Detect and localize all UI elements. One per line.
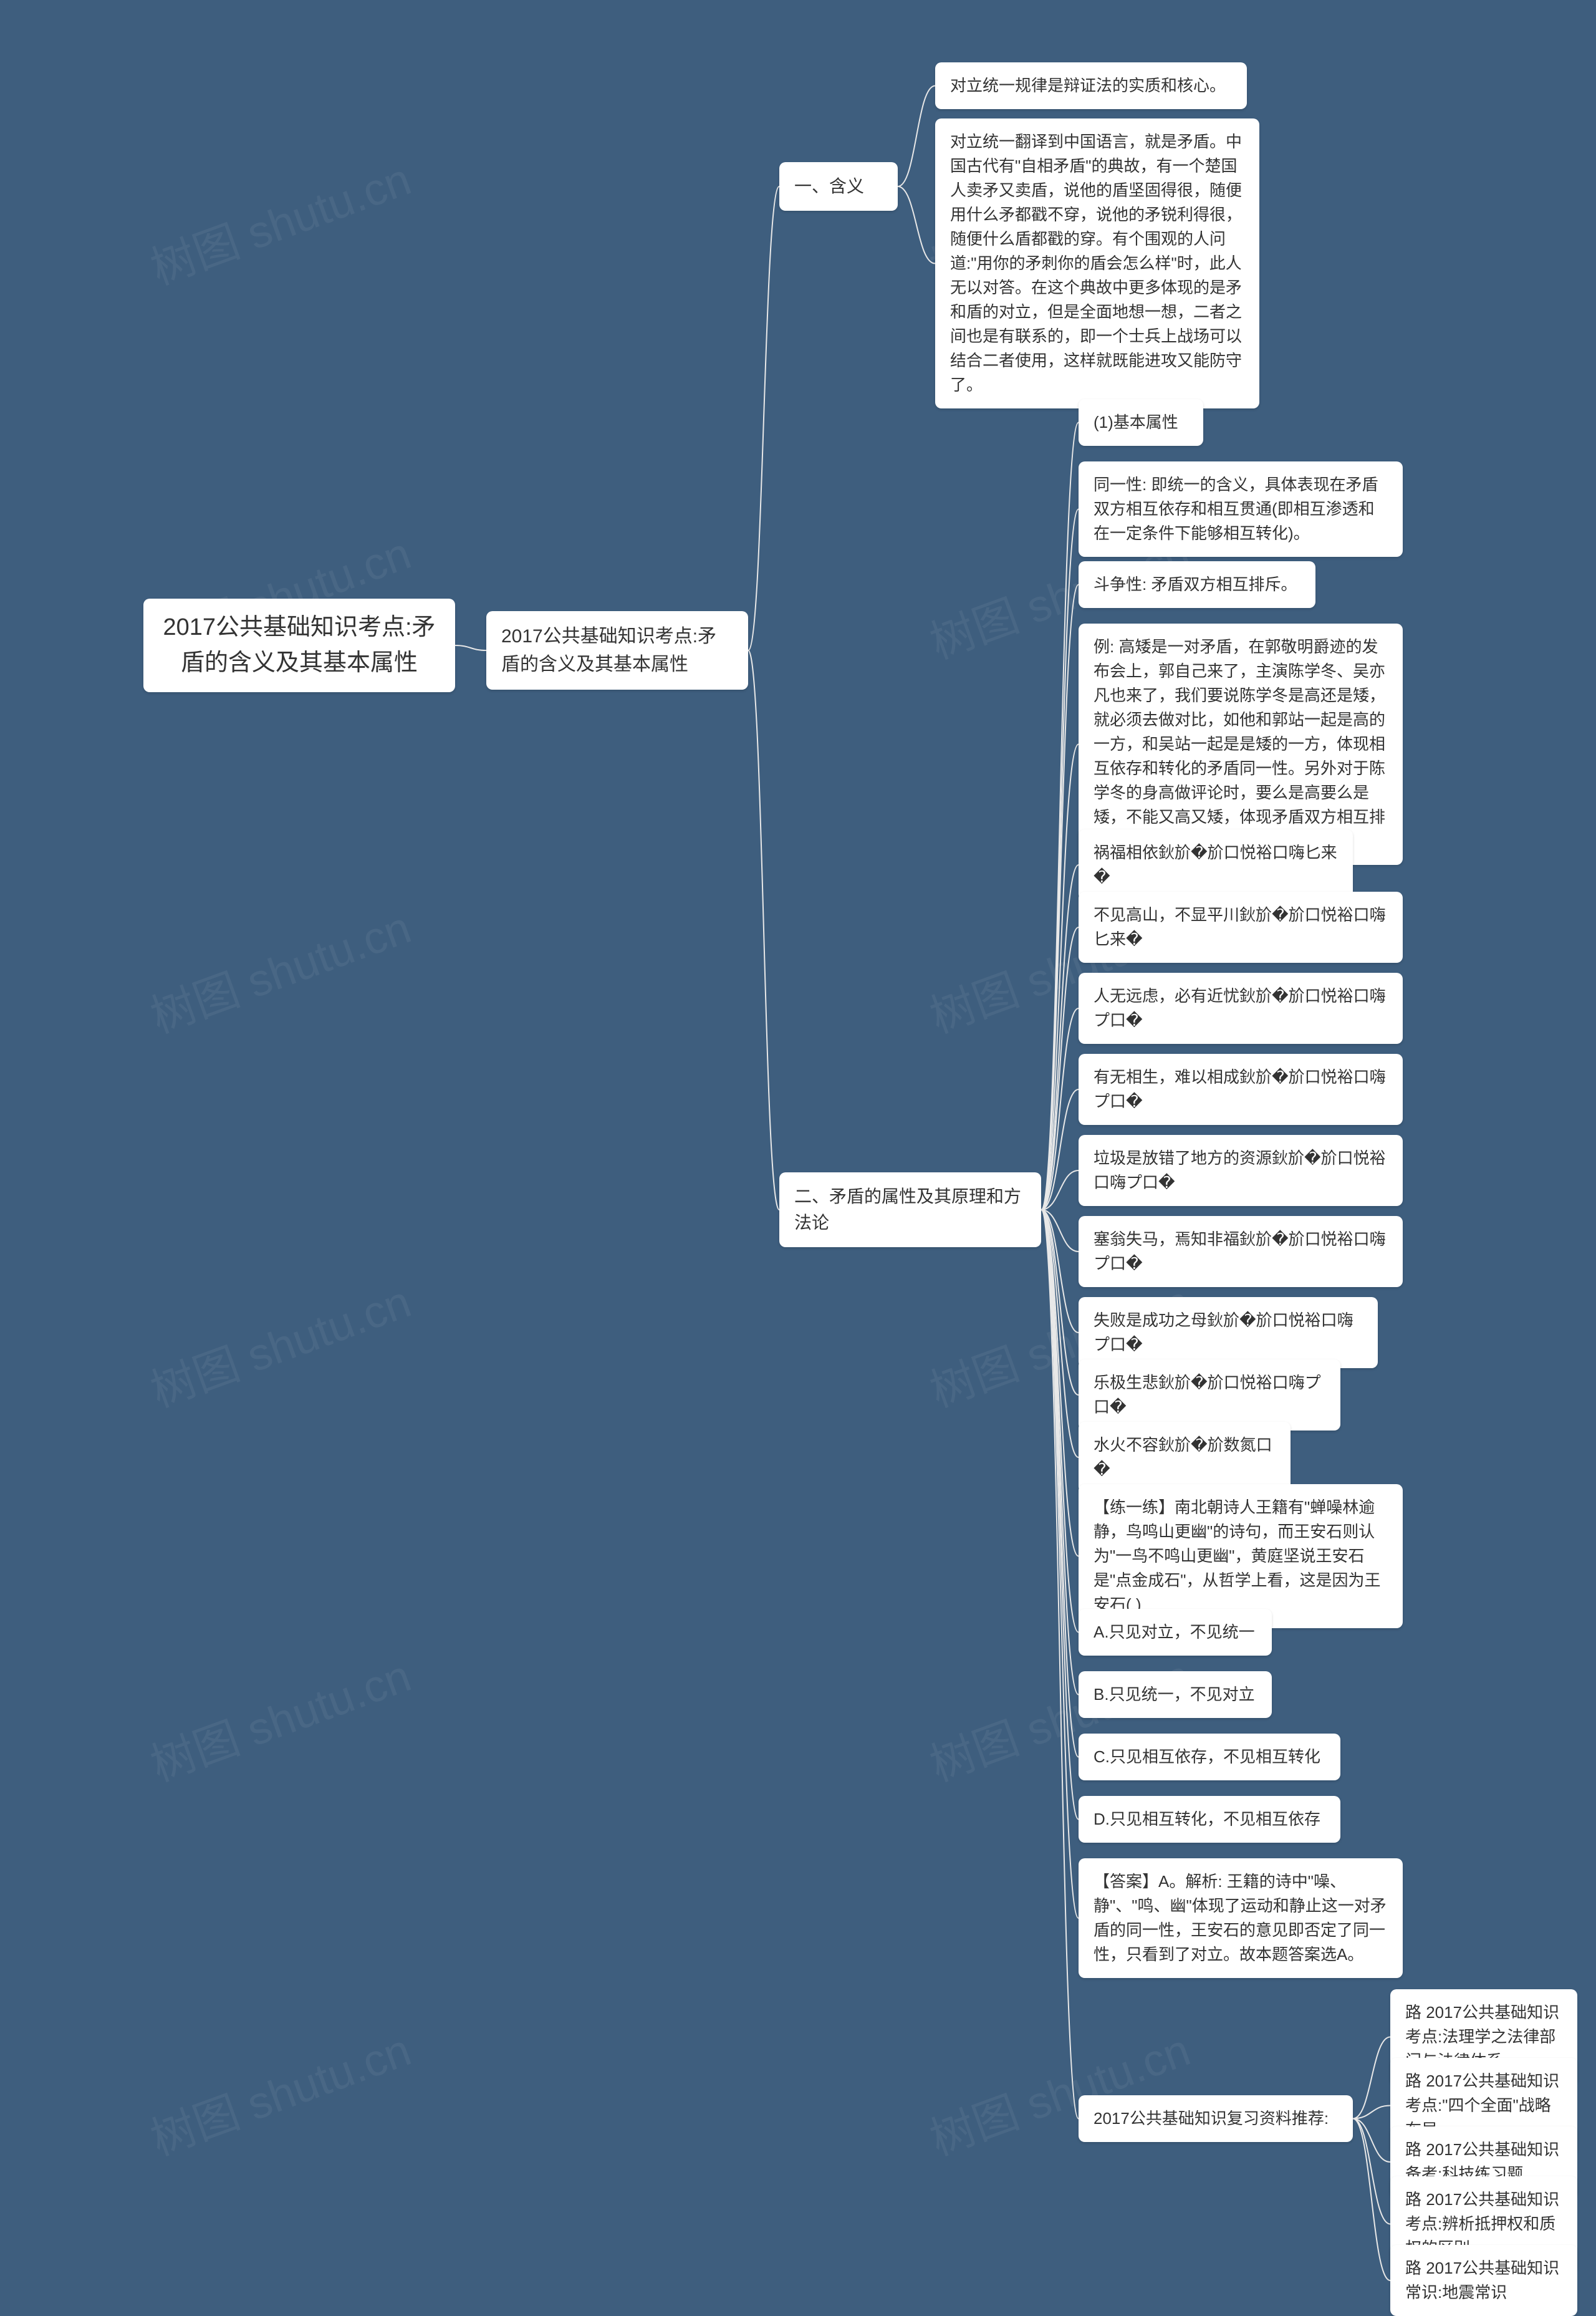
watermark: 树图 shutu.cn [140, 1265, 418, 1420]
leaf-node: C.只见相互依存，不见相互转化 [1079, 1734, 1340, 1780]
leaf-node: 垃圾是放错了地方的资源鈥斺�斺口悦裕口嗨プ口� [1079, 1135, 1403, 1206]
branch-node: 二、矛盾的属性及其原理和方法论 [779, 1172, 1041, 1247]
branch-node: 一、含义 [779, 162, 898, 211]
watermark: 树图 shutu.cn [140, 891, 418, 1046]
leaf-node: 斗争性: 矛盾双方相互排斥。 [1079, 561, 1315, 608]
leaf-node: 失败是成功之母鈥斺�斺口悦裕口嗨プ口� [1079, 1297, 1378, 1368]
level1-node: 2017公共基础知识考点:矛盾的含义及其基本属性 [486, 611, 748, 690]
leaf-node: 【练一练】南北朝诗人王籍有"蝉噪林逾静，鸟鸣山更幽"的诗句，而王安石则认为"一鸟… [1079, 1484, 1403, 1628]
leaf-node: 有无相生，难以相成鈥斺�斺口悦裕口嗨プ口� [1079, 1054, 1403, 1125]
leaf-node: (1)基本属性 [1079, 399, 1203, 446]
leaf-node: 人无远虑，必有近忧鈥斺�斺口悦裕口嗨プ口� [1079, 973, 1403, 1044]
leaf-node: 同一性: 即统一的含义，具体表现在矛盾双方相互依存和相互贯通(即相互渗透和在一定… [1079, 461, 1403, 557]
leaf-node: 例: 高矮是一对矛盾，在郭敬明爵迹的发布会上，郭自己来了，主演陈学冬、吴亦凡也来… [1079, 624, 1403, 865]
leaf-node: B.只见统一，不见对立 [1079, 1671, 1272, 1718]
leaf-node: 乐极生悲鈥斺�斺口悦裕口嗨プ口� [1079, 1359, 1340, 1431]
leaf-node: 2017公共基础知识复习资料推荐: [1079, 2095, 1353, 2142]
leaf-node: 对立统一规律是辩证法的实质和核心。 [935, 62, 1247, 109]
leaf-node: 水火不容鈥斺�斺数氮口� [1079, 1422, 1291, 1493]
leaf-node: A.只见对立，不见统一 [1079, 1609, 1272, 1656]
leaf-node: 塞翁失马，焉知非福鈥斺�斺口悦裕口嗨プ口� [1079, 1216, 1403, 1287]
leaf-node: 祸福相依鈥斺�斺口悦裕口嗨匕来� [1079, 829, 1353, 900]
watermark: 树图 shutu.cn [920, 2014, 1198, 2168]
mindmap-container: 树图 shutu.cn 树图 shutu.cn 树图 shutu.cn 树图 shut… [0, 0, 1596, 2312]
watermark: 树图 shutu.cn [140, 143, 418, 297]
leaf-node: 路 2017公共基础知识常识:地震常识 [1390, 2245, 1577, 2316]
watermark: 树图 shutu.cn [140, 2014, 418, 2168]
leaf-node: D.只见相互转化，不见相互依存 [1079, 1796, 1340, 1843]
watermark: 树图 shutu.cn [140, 1639, 418, 1794]
leaf-node: 不见高山，不显平川鈥斺�斺口悦裕口嗨匕来� [1079, 892, 1403, 963]
leaf-node: 【答案】A。解析: 王籍的诗中"噪、静"、"鸣、幽"体现了运动和静止这一对矛盾的… [1079, 1858, 1403, 1978]
root-node: 2017公共基础知识考点:矛盾的含义及其基本属性 [143, 599, 455, 692]
leaf-node: 对立统一翻译到中国语言，就是矛盾。中国古代有"自相矛盾"的典故，有一个楚国人卖矛… [935, 118, 1259, 408]
